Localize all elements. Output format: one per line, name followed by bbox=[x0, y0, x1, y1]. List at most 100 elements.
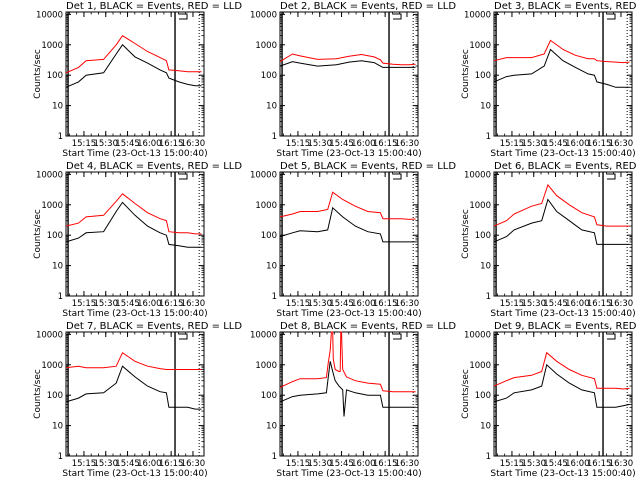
chart-title: Det 6, BLACK = Events, RED = LLD bbox=[494, 161, 640, 172]
y-tick-label: 1000 bbox=[255, 201, 277, 211]
series-line-red bbox=[493, 183, 630, 227]
y-tick-label: 1000 bbox=[469, 361, 491, 371]
y-tick-label: 10 bbox=[266, 262, 277, 272]
x-axis-label: Start Time (23-Oct-13 15:00:40) bbox=[490, 149, 635, 159]
x-tick-label: 16:00 bbox=[137, 299, 162, 309]
y-tick-label: 10000 bbox=[36, 170, 63, 180]
x-axis-label: Start Time (23-Oct-13 15:00:40) bbox=[276, 149, 421, 159]
x-tick-label: 16:00 bbox=[137, 459, 162, 469]
chart-title: Det 2, BLACK = Events, RED = LLD bbox=[280, 1, 456, 12]
x-tick-label: 15:30 bbox=[93, 139, 118, 149]
y-tick-label: 10 bbox=[266, 422, 277, 432]
y-tick-label: 1000 bbox=[41, 361, 63, 371]
top-marker bbox=[393, 173, 402, 180]
chart-title: Det 3, BLACK = Events, RED = LLD bbox=[494, 1, 640, 12]
chart-title: Det 5, BLACK = Events, RED = LLD bbox=[280, 161, 456, 172]
y-tick-label: 10 bbox=[480, 102, 491, 112]
x-tick-label: 16:30 bbox=[395, 139, 420, 149]
x-axis-label: Start Time (23-Oct-13 15:00:40) bbox=[276, 469, 421, 479]
x-tick-label: 15:45 bbox=[543, 139, 568, 149]
x-tick-label: 15:45 bbox=[115, 139, 140, 149]
x-tick-label: 15:15 bbox=[500, 139, 525, 149]
x-tick-label: 16:00 bbox=[565, 459, 590, 469]
y-tick-label: 1 bbox=[486, 132, 491, 142]
series-line-black bbox=[65, 44, 202, 88]
series-line-red bbox=[493, 351, 630, 390]
x-tick-label: 15:45 bbox=[329, 459, 354, 469]
chart-title: Det 4, BLACK = Events, RED = LLD bbox=[66, 161, 242, 172]
y-tick-label: 100 bbox=[261, 391, 277, 401]
x-tick-label: 15:15 bbox=[500, 299, 525, 309]
x-tick-label: 15:30 bbox=[307, 139, 332, 149]
y-tick-label: 10 bbox=[52, 422, 63, 432]
y-tick-label: 10 bbox=[266, 102, 277, 112]
x-tick-label: 15:15 bbox=[286, 459, 311, 469]
y-tick-label: 1 bbox=[58, 452, 63, 462]
y-tick-label: 1 bbox=[272, 452, 277, 462]
x-tick-label: 16:00 bbox=[351, 139, 376, 149]
plot-frame bbox=[493, 331, 633, 457]
x-tick-label: 16:15 bbox=[587, 299, 612, 309]
series-line-black bbox=[279, 361, 416, 417]
x-axis-label: Start Time (23-Oct-13 15:00:40) bbox=[62, 149, 207, 159]
top-marker bbox=[607, 13, 616, 20]
y-tick-label: 100 bbox=[261, 71, 277, 81]
y-tick-label: 10000 bbox=[464, 330, 491, 340]
series-line-black bbox=[493, 363, 630, 408]
series-line-red bbox=[279, 191, 416, 220]
y-tick-label: 10000 bbox=[250, 330, 277, 340]
x-tick-label: 15:30 bbox=[307, 459, 332, 469]
y-tick-label: 100 bbox=[475, 391, 491, 401]
x-tick-label: 16:15 bbox=[373, 299, 398, 309]
y-tick-label: 100 bbox=[261, 231, 277, 241]
x-tick-label: 15:45 bbox=[115, 299, 140, 309]
x-axis-label: Start Time (23-Oct-13 15:00:40) bbox=[276, 309, 421, 319]
series-line-black bbox=[279, 206, 416, 243]
x-tick-label: 16:30 bbox=[181, 299, 206, 309]
x-tick-label: 15:45 bbox=[543, 299, 568, 309]
y-tick-label: 1 bbox=[272, 132, 277, 142]
series-line-black bbox=[279, 60, 416, 68]
plot-frame bbox=[493, 11, 633, 137]
x-tick-label: 15:30 bbox=[93, 459, 118, 469]
x-tick-label: 16:15 bbox=[373, 459, 398, 469]
y-tick-label: 100 bbox=[475, 231, 491, 241]
y-tick-label: 1000 bbox=[255, 41, 277, 51]
y-axis-label: Counts/sec bbox=[461, 369, 471, 419]
series-line-black bbox=[493, 48, 630, 88]
y-tick-label: 10 bbox=[52, 102, 63, 112]
x-tick-label: 15:30 bbox=[521, 139, 546, 149]
top-marker bbox=[179, 173, 188, 180]
chart-title: Det 1, BLACK = Events, RED = LLD bbox=[66, 1, 242, 12]
y-tick-label: 1 bbox=[486, 292, 491, 302]
x-tick-label: 16:00 bbox=[565, 139, 590, 149]
y-tick-label: 100 bbox=[475, 71, 491, 81]
x-axis-label: Start Time (23-Oct-13 15:00:40) bbox=[62, 309, 207, 319]
x-tick-label: 15:45 bbox=[329, 299, 354, 309]
x-tick-label: 16:30 bbox=[609, 139, 634, 149]
plot-frame bbox=[279, 11, 419, 137]
top-marker bbox=[393, 13, 402, 20]
x-tick-label: 16:30 bbox=[609, 299, 634, 309]
x-tick-label: 16:15 bbox=[587, 139, 612, 149]
y-tick-label: 10000 bbox=[464, 10, 491, 20]
y-tick-label: 10 bbox=[480, 262, 491, 272]
top-marker bbox=[607, 173, 616, 180]
y-tick-label: 1000 bbox=[41, 201, 63, 211]
series-line-red bbox=[279, 331, 416, 393]
top-marker bbox=[179, 333, 188, 340]
x-tick-label: 15:30 bbox=[521, 459, 546, 469]
x-tick-label: 16:15 bbox=[159, 139, 184, 149]
top-marker bbox=[607, 333, 616, 340]
chart-title: Det 7, BLACK = Events, RED = LLD bbox=[66, 321, 242, 332]
x-axis-label: Start Time (23-Oct-13 15:00:40) bbox=[62, 469, 207, 479]
plot-frame bbox=[65, 171, 205, 297]
x-tick-label: 15:45 bbox=[329, 139, 354, 149]
y-tick-label: 1000 bbox=[41, 41, 63, 51]
series-line-black bbox=[65, 201, 202, 248]
plot-frame bbox=[65, 11, 205, 137]
y-tick-label: 10000 bbox=[36, 10, 63, 20]
y-tick-label: 10000 bbox=[250, 10, 277, 20]
x-tick-label: 16:30 bbox=[181, 139, 206, 149]
y-tick-label: 1000 bbox=[469, 201, 491, 211]
